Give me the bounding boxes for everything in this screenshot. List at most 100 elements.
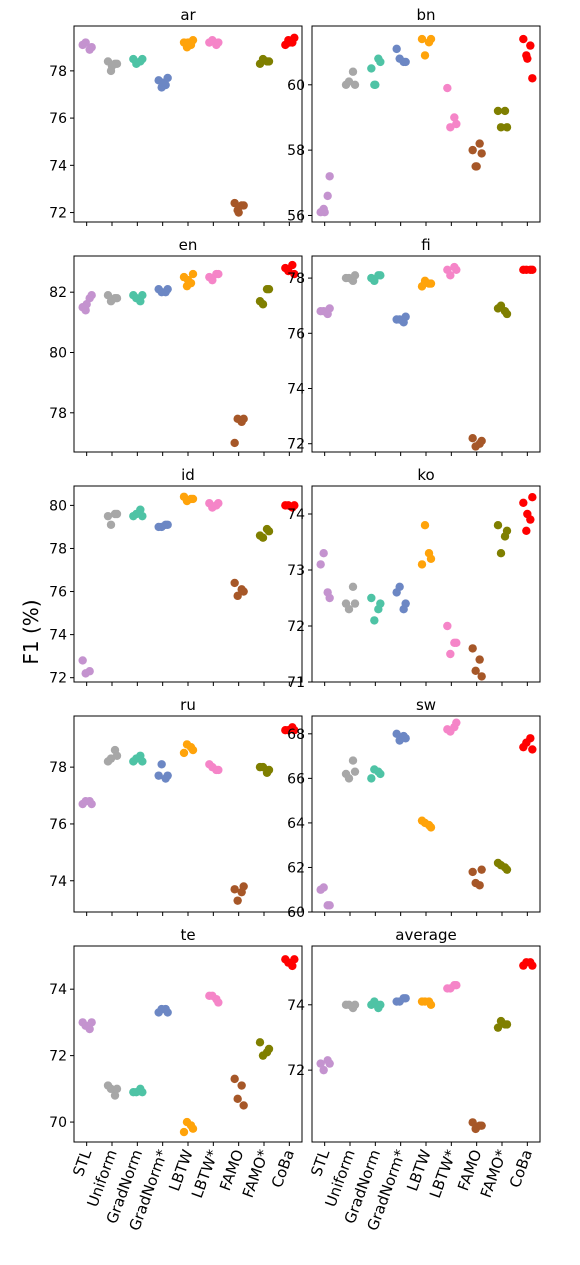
data-point bbox=[468, 145, 477, 155]
panel-title: ko bbox=[417, 466, 434, 484]
data-point bbox=[214, 269, 223, 279]
data-point bbox=[319, 883, 328, 892]
panel-te: te707274STLUniformGradNormGradNorm*LBTWL… bbox=[49, 926, 303, 1233]
data-point bbox=[426, 823, 436, 832]
panel-title: fi bbox=[421, 236, 430, 254]
data-point bbox=[208, 991, 217, 1001]
data-point bbox=[290, 501, 299, 510]
data-point bbox=[284, 501, 293, 510]
data-point bbox=[182, 740, 192, 749]
y-tick-label: 74 bbox=[49, 982, 67, 998]
y-tick-label: 70 bbox=[49, 1115, 67, 1131]
panel-id: id 72 74 76 78 80 bbox=[49, 466, 303, 687]
data-point bbox=[370, 276, 379, 286]
data-point bbox=[350, 1000, 360, 1009]
data-point bbox=[106, 1084, 116, 1094]
data-point bbox=[233, 591, 242, 601]
data-point bbox=[420, 521, 430, 530]
data-point bbox=[420, 51, 430, 60]
y-tick-label: 74 bbox=[287, 507, 305, 523]
data-point bbox=[376, 769, 385, 779]
data-point bbox=[371, 80, 380, 90]
data-point bbox=[477, 149, 486, 158]
data-point bbox=[528, 265, 537, 275]
data-point bbox=[239, 201, 248, 210]
data-point bbox=[264, 1044, 274, 1054]
data-point bbox=[475, 139, 484, 148]
y-tick-label: 56 bbox=[287, 208, 305, 224]
y-tick-label: 78 bbox=[287, 271, 305, 287]
data-point bbox=[350, 767, 360, 776]
data-point bbox=[239, 414, 248, 424]
data-point bbox=[214, 499, 223, 508]
data-point bbox=[496, 123, 506, 132]
data-point bbox=[208, 275, 217, 285]
y-tick-label: 76 bbox=[49, 585, 67, 601]
data-point bbox=[401, 734, 410, 743]
data-point bbox=[395, 582, 404, 591]
y-tick-label: 74 bbox=[49, 158, 67, 174]
data-point bbox=[214, 765, 223, 775]
y-tick-label: 74 bbox=[287, 382, 305, 398]
data-point bbox=[323, 191, 332, 201]
data-point bbox=[188, 269, 198, 279]
data-point bbox=[471, 442, 480, 451]
data-point bbox=[500, 106, 510, 116]
data-point bbox=[154, 771, 163, 780]
panel-title: ru bbox=[180, 696, 196, 714]
data-point bbox=[264, 765, 274, 775]
data-point bbox=[163, 1008, 172, 1017]
data-point bbox=[182, 1117, 192, 1127]
data-point bbox=[87, 1018, 96, 1027]
axes-frame bbox=[311, 945, 541, 1143]
data-point bbox=[443, 83, 452, 93]
data-point bbox=[401, 57, 410, 67]
data-point bbox=[230, 885, 239, 894]
y-axis-label: F1 (%) bbox=[19, 599, 43, 664]
data-point bbox=[325, 304, 334, 313]
data-point bbox=[367, 593, 376, 603]
data-point bbox=[255, 1038, 265, 1047]
y-tick-label: 74 bbox=[49, 628, 67, 644]
data-point bbox=[502, 526, 512, 535]
data-point bbox=[493, 106, 503, 116]
data-point bbox=[522, 526, 531, 535]
data-point bbox=[426, 34, 436, 44]
axes-frame bbox=[311, 485, 541, 683]
panel-title: ar bbox=[180, 6, 196, 24]
data-point bbox=[471, 878, 480, 888]
data-point bbox=[316, 560, 325, 569]
data-point bbox=[157, 760, 166, 769]
data-point bbox=[496, 549, 506, 558]
data-point bbox=[158, 78, 167, 87]
data-point bbox=[376, 57, 385, 67]
panel-average: average7274STLUniformGradNormGradNorm*LB… bbox=[287, 926, 541, 1233]
y-tick-label: 71 bbox=[287, 675, 305, 691]
data-point bbox=[452, 981, 461, 990]
y-tick-label: 76 bbox=[287, 326, 305, 342]
data-point bbox=[446, 649, 455, 659]
panel-bn: bn 56 58 60 bbox=[287, 6, 541, 226]
data-point bbox=[319, 549, 328, 558]
data-point bbox=[392, 44, 401, 54]
data-point bbox=[234, 208, 243, 217]
data-point bbox=[285, 38, 294, 47]
data-point bbox=[417, 34, 427, 44]
data-point bbox=[87, 799, 96, 809]
y-tick-label: 72 bbox=[49, 671, 67, 687]
data-point bbox=[290, 955, 299, 964]
data-point bbox=[183, 275, 193, 285]
y-tick-label: 74 bbox=[49, 874, 67, 890]
y-tick-label: 82 bbox=[49, 285, 67, 301]
data-point bbox=[350, 599, 360, 608]
data-point bbox=[258, 300, 268, 309]
data-point bbox=[401, 312, 410, 321]
y-tick-label: 58 bbox=[287, 143, 305, 159]
data-point bbox=[446, 727, 455, 736]
data-point bbox=[258, 1051, 268, 1060]
y-tick-label: 76 bbox=[49, 111, 67, 127]
data-point bbox=[264, 57, 274, 66]
data-point bbox=[477, 865, 486, 874]
data-point bbox=[348, 67, 358, 76]
data-point bbox=[523, 54, 532, 63]
